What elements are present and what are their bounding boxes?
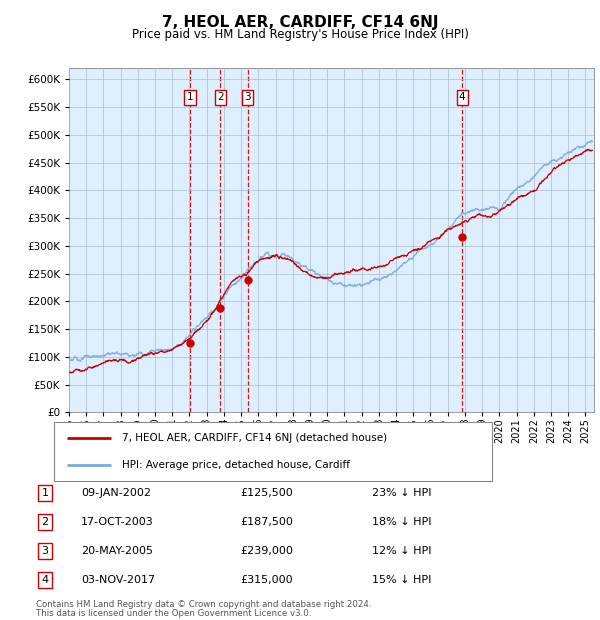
Text: £239,000: £239,000 — [240, 546, 293, 556]
Text: 23% ↓ HPI: 23% ↓ HPI — [372, 488, 431, 498]
Text: 4: 4 — [459, 92, 466, 102]
Text: 1: 1 — [41, 488, 49, 498]
Text: £125,500: £125,500 — [240, 488, 293, 498]
Text: This data is licensed under the Open Government Licence v3.0.: This data is licensed under the Open Gov… — [36, 608, 311, 618]
Text: £187,500: £187,500 — [240, 517, 293, 527]
Text: 03-NOV-2017: 03-NOV-2017 — [81, 575, 155, 585]
Text: 12% ↓ HPI: 12% ↓ HPI — [372, 546, 431, 556]
Text: 7, HEOL AER, CARDIFF, CF14 6NJ (detached house): 7, HEOL AER, CARDIFF, CF14 6NJ (detached… — [122, 433, 387, 443]
Text: 20-MAY-2005: 20-MAY-2005 — [81, 546, 153, 556]
Text: 2: 2 — [41, 517, 49, 527]
Text: 1: 1 — [187, 92, 193, 102]
Text: £315,000: £315,000 — [240, 575, 293, 585]
Text: 4: 4 — [41, 575, 49, 585]
Text: 09-JAN-2002: 09-JAN-2002 — [81, 488, 151, 498]
Text: 18% ↓ HPI: 18% ↓ HPI — [372, 517, 431, 527]
Text: 3: 3 — [244, 92, 251, 102]
Text: HPI: Average price, detached house, Cardiff: HPI: Average price, detached house, Card… — [122, 459, 350, 469]
Text: 3: 3 — [41, 546, 49, 556]
Text: 2: 2 — [217, 92, 224, 102]
Text: Contains HM Land Registry data © Crown copyright and database right 2024.: Contains HM Land Registry data © Crown c… — [36, 600, 371, 609]
Text: 17-OCT-2003: 17-OCT-2003 — [81, 517, 154, 527]
Text: Price paid vs. HM Land Registry's House Price Index (HPI): Price paid vs. HM Land Registry's House … — [131, 28, 469, 41]
Text: 15% ↓ HPI: 15% ↓ HPI — [372, 575, 431, 585]
Text: 7, HEOL AER, CARDIFF, CF14 6NJ: 7, HEOL AER, CARDIFF, CF14 6NJ — [162, 16, 438, 30]
